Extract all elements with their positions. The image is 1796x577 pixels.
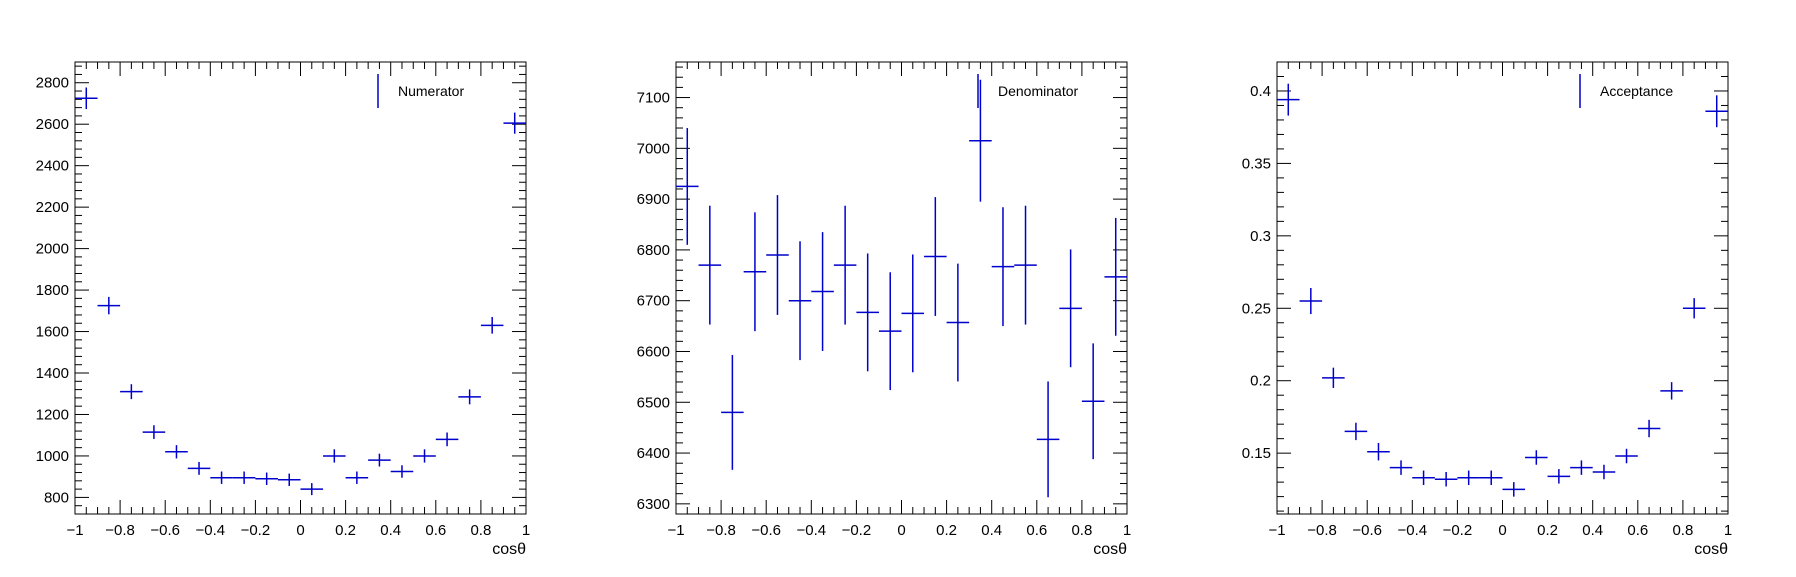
x-tick-label: −0.6 <box>751 522 781 539</box>
panel-numerator: −1 −0.8 −0.6 −0.4 −0.2 0 0.2 0.4 0.6 0.8 180010001… <box>36 61 530 558</box>
y-tick-label: 7100 <box>637 90 670 107</box>
plot-frame <box>675 61 1128 515</box>
y-tick-label: 0.2 <box>1250 373 1271 390</box>
y-tick-label: 0.25 <box>1242 300 1271 317</box>
y-tick-label: 2000 <box>36 241 69 258</box>
y-tick-label: 0.4 <box>1250 83 1271 100</box>
y-tick-label: 1600 <box>36 324 69 341</box>
x-tick-label: 0 <box>897 522 905 539</box>
x-axis-label: cosθ <box>492 541 526 558</box>
legend-label: Numerator <box>398 83 464 99</box>
y-tick-label: 1000 <box>36 448 69 465</box>
x-tick-label: −1 <box>667 522 684 539</box>
y-tick-label: 1800 <box>36 282 69 299</box>
y-tick-label: 0.3 <box>1250 228 1271 245</box>
x-tick-label: −0.4 <box>1397 522 1427 539</box>
x-tick-label: 0.6 <box>425 522 446 539</box>
x-tick-label: 0.4 <box>981 522 1002 539</box>
x-tick-label: 0.4 <box>380 522 401 539</box>
x-tick-label: 0.2 <box>335 522 356 539</box>
y-tick-label: 6600 <box>637 343 670 360</box>
x-tick-label: −0.6 <box>150 522 180 539</box>
y-tick-label: 2400 <box>36 158 69 175</box>
y-tick-label: 6500 <box>637 394 670 411</box>
y-tick-label: 2200 <box>36 199 69 216</box>
x-tick-label: 0.8 <box>470 522 491 539</box>
y-tick-label: 800 <box>44 489 69 506</box>
y-tick-label: 6800 <box>637 242 670 259</box>
y-tick-label: 6300 <box>637 496 670 513</box>
x-tick-label: 0 <box>296 522 304 539</box>
y-tick-label: 6400 <box>637 445 670 462</box>
y-tick-label: 7000 <box>637 140 670 157</box>
y-tick-label: 2600 <box>36 116 69 133</box>
x-tick-label: 1 <box>522 522 530 539</box>
panel-denominator: −1 −0.8 −0.6 −0.4 −0.2 0 0.2 0.4 0.6 0.8 1 6300 6400… <box>637 61 1131 558</box>
x-tick-label: 0.6 <box>1627 522 1648 539</box>
x-tick-label: −1 <box>1268 522 1285 539</box>
x-tick-label: 0.2 <box>936 522 957 539</box>
x-tick-label: 0 <box>1498 522 1506 539</box>
x-tick-label: −0.4 <box>195 522 225 539</box>
x-axis-label: cosθ <box>1093 541 1127 558</box>
legend-label: Acceptance <box>1600 83 1673 99</box>
x-tick-label: −1 <box>66 522 83 539</box>
x-tick-label: −0.6 <box>1352 522 1382 539</box>
panel-acceptance: −1 −0.8 −0.6 −0.4 −0.2 0 0.2 0.4 0.6 0.8 1 0.15 0.2 0… <box>1242 61 1732 558</box>
x-tick-label: 1 <box>1123 522 1131 539</box>
x-axis-label: cosθ <box>1694 541 1728 558</box>
plot-frame <box>74 61 527 515</box>
x-tick-label: −0.2 <box>241 522 271 539</box>
y-tick-label: 0.35 <box>1242 155 1271 172</box>
x-tick-label: −0.8 <box>1307 522 1337 539</box>
y-tick-label: 1200 <box>36 406 69 423</box>
x-tick-label: −0.8 <box>706 522 736 539</box>
x-tick-label: 0.6 <box>1026 522 1047 539</box>
plot-frame <box>1276 61 1729 515</box>
x-tick-label: −0.4 <box>796 522 826 539</box>
x-tick-label: −0.2 <box>1443 522 1473 539</box>
x-tick-label: 0.8 <box>1071 522 1092 539</box>
y-tick-label: 1400 <box>36 365 69 382</box>
x-tick-label: 0.2 <box>1537 522 1558 539</box>
x-tick-label: 0.8 <box>1672 522 1693 539</box>
x-tick-label: 1 <box>1724 522 1732 539</box>
y-tick-label: 6900 <box>637 191 670 208</box>
x-tick-label: −0.8 <box>105 522 135 539</box>
y-tick-label: 0.15 <box>1242 445 1271 462</box>
x-tick-label: −0.2 <box>842 522 872 539</box>
legend-label: Denominator <box>998 83 1078 99</box>
y-tick-label: 2800 <box>36 75 69 92</box>
y-tick-label: 6700 <box>637 293 670 310</box>
x-tick-label: 0.4 <box>1582 522 1603 539</box>
